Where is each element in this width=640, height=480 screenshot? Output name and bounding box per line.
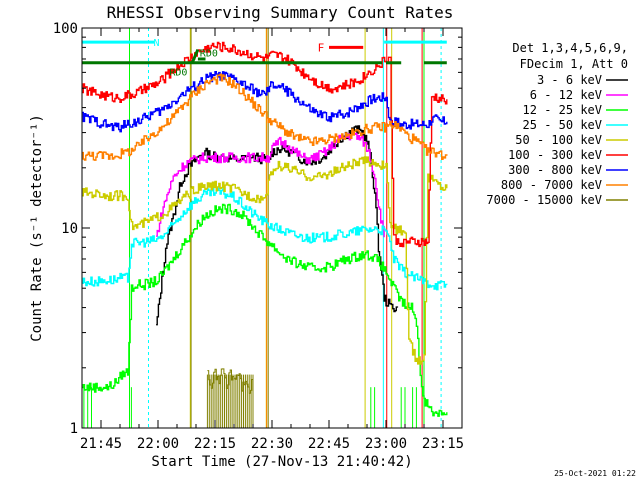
legend-title-line: Det 1,3,4,5,6,9, [512,41,628,55]
legend-label: 50 - 100 keV [515,133,602,147]
x-tick-label: 22:45 [308,436,350,452]
x-tick-label: 23:00 [365,436,407,452]
y-axis-label: Count Rate (s⁻¹ detector⁻¹) [29,114,45,342]
rd0-label-2: RD0 [200,49,218,60]
x-axis-label: Start Time (27-Nov-13 21:40:42) [151,454,412,470]
y-tick-label: 100 [53,21,78,37]
rd0-label-1: RD0 [169,67,187,78]
chart-title: RHESSI Observing Summary Count Rates [107,3,454,22]
legend-label: 25 - 50 keV [523,118,602,132]
x-tick-label: 22:15 [194,436,236,452]
series-line-800-to-7000keV [82,73,448,161]
legend-label: 300 - 800 keV [508,163,602,177]
legend-label: 800 - 7000 keV [501,178,602,192]
legend-label: 6 - 12 keV [530,88,602,102]
x-tick-label: 22:30 [251,436,293,452]
series-line-50-to-100keV [82,156,448,365]
plot-area: N RD0 RD0 F [82,28,448,428]
x-tick-label: 22:00 [137,436,179,452]
rd0-step [190,48,200,64]
series-line-3-to-6keV [156,125,399,326]
x-tick-label: 21:45 [80,436,122,452]
footer-timestamp: 25-Oct-2021 01:22 [554,469,636,478]
flare-bar-label: F [318,41,325,54]
series-line-25-to-50keV [82,187,448,291]
series-line-300-to-800keV [82,71,448,133]
y-tick-label: 1 [70,421,78,437]
series-line-12-to-25keV [82,203,448,417]
legend-label: 100 - 300 keV [508,148,602,162]
y-tick-label: 10 [61,221,78,237]
legend: Det 1,3,4,5,6,9, FDecim 1, Att 0 3 - 6 keV… [486,41,628,207]
axes: 21:45 22:00 22:15 22:30 22:45 23:00 23:15 1 10 10… [53,21,464,452]
legend-label: 7000 - 15000 keV [486,193,602,207]
x-tick-label: 23:15 [422,436,464,452]
legend-label: 12 - 25 keV [523,103,602,117]
legend-label: 3 - 6 keV [537,73,602,87]
night-bar-label: N [153,38,159,49]
legend-title-line: FDecim 1, Att 0 [520,57,628,71]
